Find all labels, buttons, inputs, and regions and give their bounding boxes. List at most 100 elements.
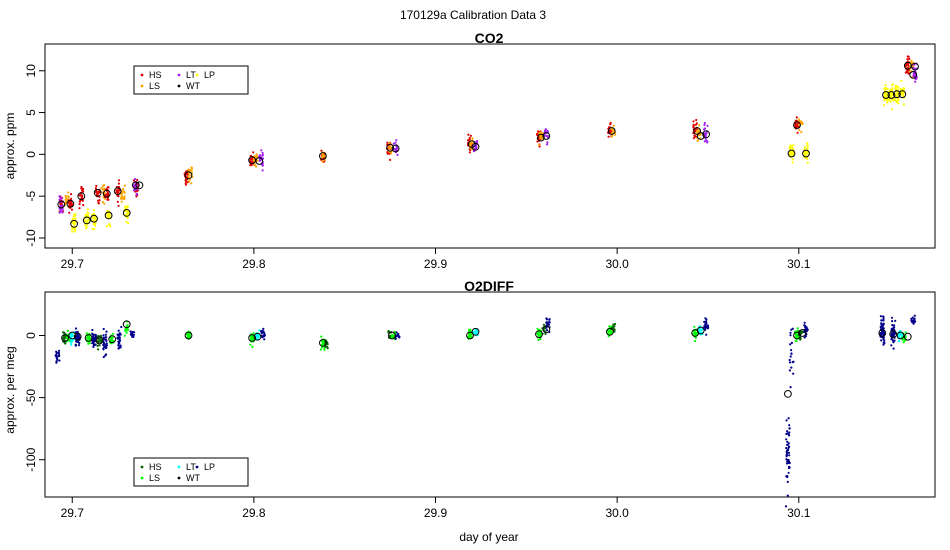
data-point (80, 194, 83, 197)
legend-label: LP (204, 70, 215, 80)
mean-marker (606, 327, 614, 336)
data-point (913, 75, 916, 78)
data-point (133, 178, 137, 181)
legend-box (133, 65, 249, 95)
data-point (904, 71, 908, 74)
data-point (794, 335, 797, 338)
mean-marker (184, 171, 193, 180)
data-point (537, 338, 540, 341)
data-point (389, 158, 392, 161)
data-point (64, 196, 68, 199)
mean-marker (82, 216, 91, 225)
data-point (548, 321, 551, 324)
data-point (74, 222, 77, 225)
data-point (785, 450, 788, 454)
data-point (475, 146, 478, 149)
data-point (471, 137, 474, 140)
mean-marker (102, 189, 111, 198)
data-point (892, 99, 895, 102)
data-point (706, 327, 710, 330)
data-point (116, 337, 119, 340)
data-point (87, 212, 90, 215)
data-point (546, 143, 549, 146)
data-point (70, 201, 73, 204)
data-point (913, 319, 916, 322)
data-point (106, 198, 109, 201)
data-point (695, 118, 698, 122)
data-point (117, 204, 120, 207)
data-point (882, 331, 886, 334)
data-point (125, 220, 128, 223)
data-point (394, 337, 397, 340)
data-point (326, 347, 329, 350)
data-point (694, 123, 698, 126)
data-point (539, 137, 542, 140)
data-point (882, 322, 885, 325)
mean-marker (889, 330, 898, 339)
data-point (613, 328, 616, 331)
x-tick-label: 29.7 (61, 257, 85, 271)
data-point (323, 348, 326, 351)
data-point (469, 134, 472, 137)
data-point (790, 366, 793, 369)
data-point (59, 205, 62, 208)
data-point (256, 155, 259, 158)
data-point (72, 215, 75, 218)
data-point (890, 108, 894, 111)
data-point (322, 153, 325, 156)
data-point (542, 323, 546, 326)
mean-marker (893, 90, 901, 99)
data-point (124, 330, 127, 333)
data-point (607, 335, 610, 338)
data-point (880, 319, 883, 322)
data-point (893, 324, 896, 327)
data-point (117, 347, 120, 350)
data-point (792, 153, 795, 156)
data-point (539, 338, 542, 341)
data-point (538, 333, 541, 336)
data-point (62, 336, 65, 340)
data-point (190, 166, 193, 170)
data-point (73, 213, 76, 216)
data-point (70, 208, 74, 211)
data-point (882, 317, 885, 320)
data-point (116, 333, 119, 336)
mean-marker (122, 209, 131, 217)
data-point (261, 169, 264, 172)
data-point (468, 328, 471, 331)
data-point (83, 219, 87, 222)
data-point (394, 148, 397, 151)
data-point (544, 332, 547, 335)
data-point (704, 317, 707, 320)
mean-marker (693, 127, 701, 135)
data-point (800, 131, 803, 134)
data-point (71, 227, 74, 230)
mean-marker (911, 62, 919, 71)
data-point (883, 99, 886, 102)
data-point (75, 337, 78, 340)
data-point (792, 360, 795, 363)
data-point (607, 135, 610, 138)
data-point (258, 154, 261, 157)
data-point (118, 336, 121, 339)
data-point (901, 91, 904, 94)
data-point (788, 424, 791, 427)
data-point (794, 123, 797, 126)
data-point (609, 123, 612, 126)
data-point (891, 333, 894, 336)
data-point (536, 332, 539, 335)
data-point (879, 326, 883, 329)
legend-marker (177, 73, 181, 77)
data-point (94, 218, 97, 221)
data-point (249, 159, 252, 162)
data-point (80, 197, 83, 200)
data-point (538, 143, 541, 146)
data-point (255, 153, 258, 156)
data-point (256, 159, 259, 162)
data-point (806, 328, 809, 331)
data-point (95, 184, 98, 188)
data-point (81, 199, 84, 202)
data-point (891, 339, 895, 342)
data-point (388, 142, 391, 145)
data-point (94, 333, 97, 336)
